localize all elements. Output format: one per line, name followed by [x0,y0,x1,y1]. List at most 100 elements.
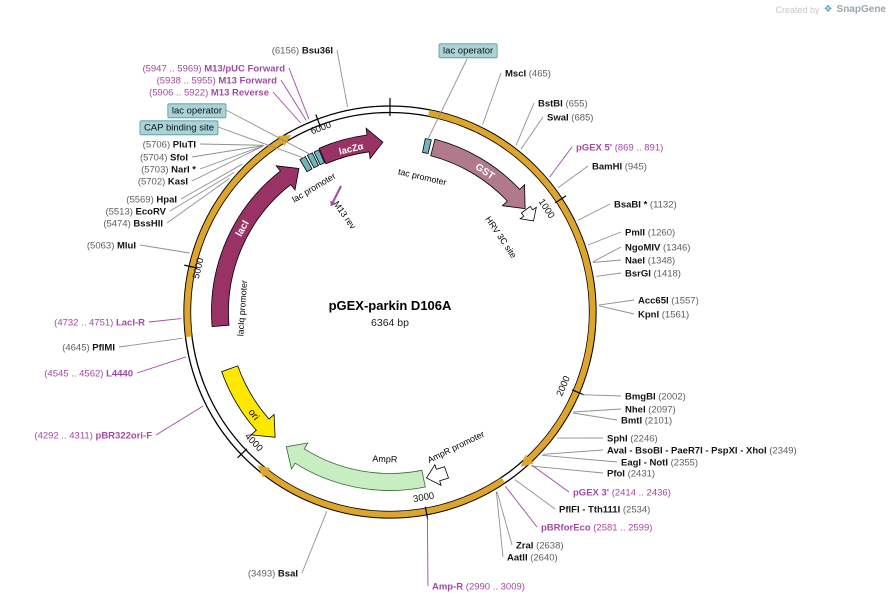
lac-operator-left-box [167,103,227,119]
m13-rev-arrow-head [330,200,336,207]
bsai-line [301,511,328,574]
m13-rev-map-label: M13 rev [332,199,359,231]
kpni-label: KpnI (1561) [638,309,689,320]
orf-gst-parkin [428,110,596,462]
lac-operator-left-line [225,109,312,156]
tick-3000 [424,506,429,520]
pfoi-label: PfoI (2431) [607,468,655,479]
bmgbi-line [581,394,622,397]
bamhi-line [557,165,589,189]
amp-r-line [426,517,429,587]
acc65i-line [598,299,635,306]
pluti-line [199,143,264,146]
orf-laci [184,138,283,338]
bsrgi-label: BsrGI (1418) [625,268,681,279]
tick-label-3000: 3000 [412,491,435,506]
amp-r-label: Amp-R (2990 .. 3009) [432,581,525,592]
eagi-noti-label: EagI - NotI (2355) [621,457,698,468]
m13-forward-line [280,79,307,121]
tick-label-2000: 2000 [554,374,572,398]
avai-bsobi-paer7i-pspxi-xhoi-line [543,449,604,455]
m13-puc-forward-line [288,67,310,120]
m13-puc-forward-label: (5947 .. 5969) M13/pUC Forward [142,63,285,74]
aatii-label: AatII (2640) [507,552,558,563]
pfoi-line [531,465,604,474]
pflfi-tth111i-label: PflFI - Tth111I (2534) [559,504,650,515]
pgex-3-line [531,464,570,493]
sfoi-label: (5704) SfoI [140,152,188,163]
cap-binding-site-line [217,126,305,159]
nhei-line [573,408,622,413]
pbr322ori-f-line [155,405,204,436]
bamhi-label: BamHI (945) [592,161,647,172]
pgex-5-label: pGEX 5' (869 .. 891) [576,142,663,153]
naei-line [593,259,622,263]
feature-ori [221,365,276,438]
feature-laci [211,165,300,328]
ecorv-line [169,172,235,212]
bsabi-label: BsaBI * (1132) [614,199,677,210]
pmli-label: PmlI (1260) [625,227,675,238]
msci-line [482,72,502,125]
swai-label: SwaI (685) [547,112,593,123]
plasmid-name: pGEX-parkin D106A [329,298,452,313]
swai-line [520,116,544,150]
laciq-promoter-map-label: lacIq promoter [235,280,249,337]
plasmid-size: 6364 bp [371,317,409,329]
tick-5000 [184,264,198,269]
bstbi-label: BstBI (655) [538,98,588,109]
snapgene-logo-icon: ❖ [823,4,833,15]
orf-ampr [264,470,505,518]
ampr-map-label: AmpR [372,454,398,465]
watermark-created-by: Created by [775,4,820,15]
bsu36i-label: (6156) Bsu36I [272,45,333,56]
l4440-line [136,356,187,374]
mlui-label: (5063) MluI [87,240,136,251]
m13-forward-label: (5938 .. 5955) M13 Forward [157,75,278,86]
hpai-label: (5569) HpaI [126,194,177,205]
bsai-label: (3493) BsaI [248,568,298,579]
bmti-line [572,412,618,421]
m13-reverse-line [272,91,302,124]
zrai-label: ZraI (2638) [516,540,564,551]
watermark: Created by ❖ SnapGene [776,4,886,15]
cap-binding-site-box [139,120,219,136]
sfoi-line [191,145,264,158]
orf-gst-parkin-arrowhead [520,454,534,467]
nhei-label: NheI (2097) [625,404,676,415]
pbr322ori-f-label: (4292 .. 4311) pBR322ori-F [34,430,152,441]
pmli-line [587,231,622,246]
pbrforeco-label: pBRforEco (2581 .. 2599) [541,522,652,533]
feature-lac-operator-tac [422,138,432,154]
kpni-line [598,305,635,315]
lac-operator-tac-line [427,58,468,141]
feature-cap-binding-site [299,156,313,173]
tick-label-5000: 5000 [191,257,206,280]
tick-6000 [315,114,321,127]
feature-hrv-3c-site [519,205,537,222]
bsrgi-line [595,272,622,277]
lac-operator-tac-box [438,43,498,59]
tick-label-6000: 6000 [309,120,333,138]
bsshii-line [166,178,230,224]
feature-ampr [285,442,426,491]
pgex-3-label: pGEX 3' (2414 .. 2436) [573,487,671,498]
laci-r-label: (4732 .. 4751) LacI-R [54,317,145,328]
pflmi-line [118,337,183,348]
feature-ampr-promoter [425,463,450,487]
kasi-label: (5702) KasI [138,176,188,187]
bsshii-label: (5474) BssHII [103,218,163,229]
orf-ampr-arrowhead [257,465,271,478]
avai-bsobi-paer7i-pspxi-xhoi-label: AvaI - BsoBI - PaeR7I - PspXI - XhoI (23… [607,445,797,456]
lac-operator-tac-label: lac operator [443,45,493,56]
bsu36i-line [336,49,349,108]
mlui-line [139,244,190,254]
msci-label: MscI (465) [505,68,551,79]
zrai-line [496,491,513,546]
bmgbi-label: BmgBI (2002) [625,391,686,402]
watermark-brand: SnapGene [836,4,886,15]
feature-gst [430,138,526,210]
m13-reverse-label: (5906 .. 5922) M13 Reverse [149,87,269,98]
